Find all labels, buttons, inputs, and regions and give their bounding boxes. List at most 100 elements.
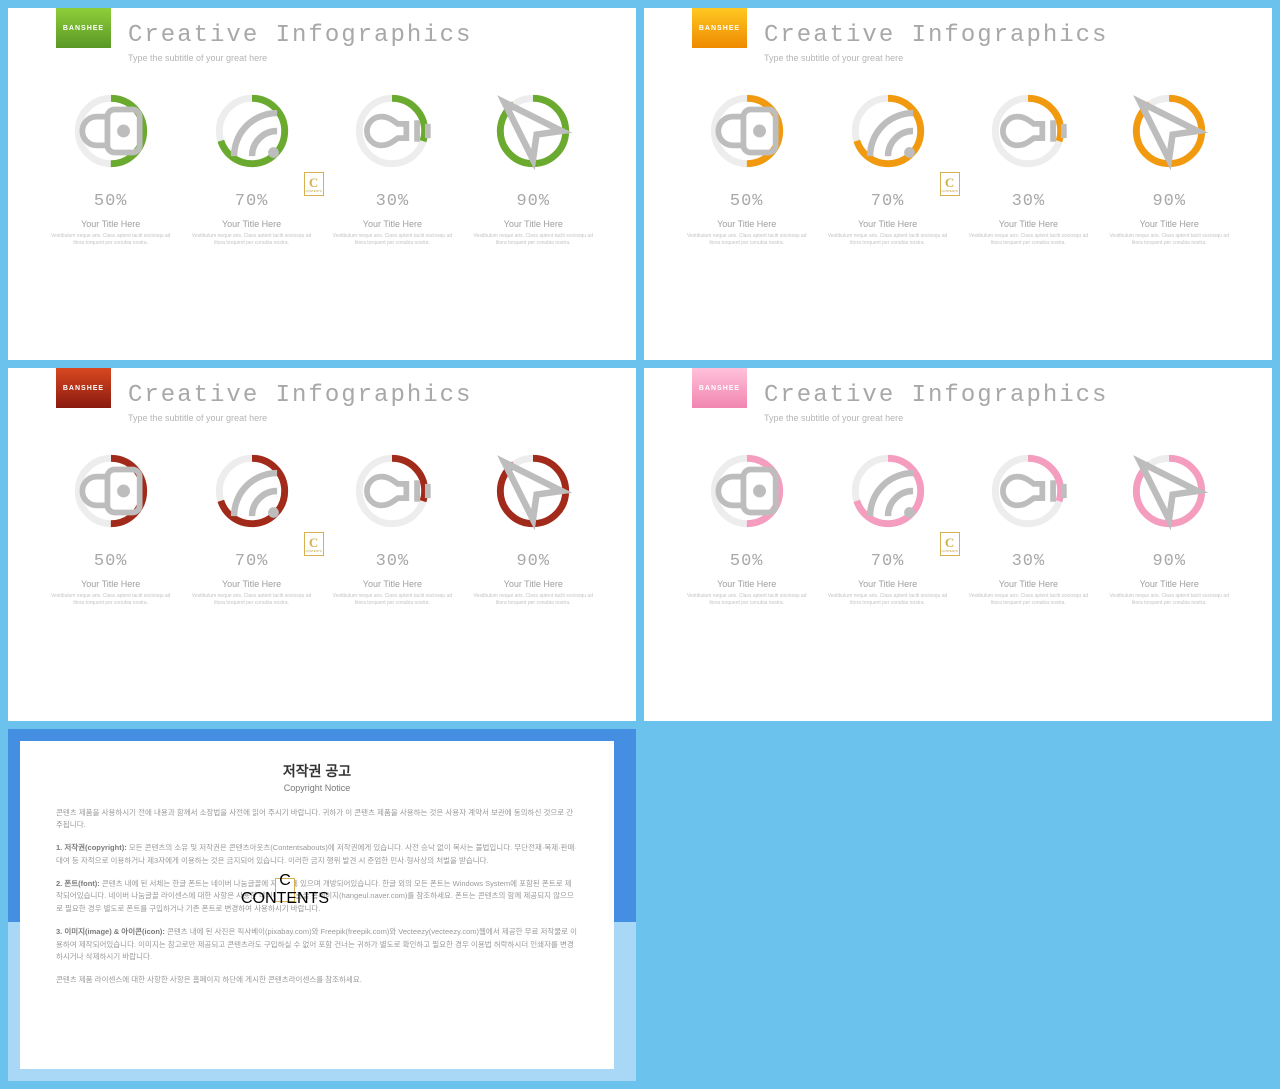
content-mark: CCONTENTS xyxy=(940,532,960,556)
lock-icon xyxy=(704,448,790,534)
slide-subtitle: Type the subtitle of your great here xyxy=(128,413,616,423)
percent-label: 50% xyxy=(94,552,128,571)
progress-ring xyxy=(704,448,790,534)
ring-item: 90% Your Title Here Vestibulum neque ari… xyxy=(467,88,600,247)
item-description: Vestibulum neque aris. Class aptent taci… xyxy=(44,593,177,607)
ring-item: 50% Your Title Here Vestibulum neque ari… xyxy=(680,448,813,607)
progress-ring xyxy=(68,88,154,174)
slide-title: Creative Infographics xyxy=(764,382,1252,409)
item-title: Your Title Here xyxy=(81,579,140,589)
percent-label: 90% xyxy=(516,552,550,571)
ring-item: 90% Your Title Here Vestibulum neque ari… xyxy=(1103,88,1236,247)
brand-badge: BANSHEE xyxy=(56,368,111,408)
infographic-slide-4: BANSHEE Creative Infographics Type the s… xyxy=(644,368,1272,720)
infographic-slide-3: BANSHEE Creative Infographics Type the s… xyxy=(8,368,636,720)
ring-item: CCONTENTS 70% Your Title Here Vestibulum… xyxy=(185,448,318,607)
item-description: Vestibulum neque aris. Class aptent taci… xyxy=(467,593,600,607)
cursor-icon xyxy=(490,448,576,534)
content-mark: CCONTENTS xyxy=(275,878,295,902)
slide-title: Creative Infographics xyxy=(128,382,616,409)
item-description: Vestibulum neque aris. Class aptent taci… xyxy=(1103,233,1236,247)
notice-paragraph: 콘텐츠 제품 라이센스에 대한 사항한 사항은 홈페이지 하단에 게시한 콘텐츠… xyxy=(56,974,578,987)
item-description: Vestibulum neque aris. Class aptent taci… xyxy=(962,233,1095,247)
ring-item: 30% Your Title Here Vestibulum neque ari… xyxy=(962,448,1095,607)
rss-icon xyxy=(209,448,295,534)
brand-badge: BANSHEE xyxy=(692,8,747,48)
item-description: Vestibulum neque aris. Class aptent taci… xyxy=(326,593,459,607)
item-description: Vestibulum neque aris. Class aptent taci… xyxy=(467,233,600,247)
percent-label: 30% xyxy=(1012,192,1046,211)
rss-icon xyxy=(845,448,931,534)
slide-title: Creative Infographics xyxy=(128,22,616,49)
item-description: Vestibulum neque aris. Class aptent taci… xyxy=(821,593,954,607)
ring-item: 90% Your Title Here Vestibulum neque ari… xyxy=(1103,448,1236,607)
percent-label: 90% xyxy=(1152,552,1186,571)
progress-ring: CCONTENTS xyxy=(209,448,295,534)
ring-item: 50% Your Title Here Vestibulum neque ari… xyxy=(44,88,177,247)
progress-ring xyxy=(1126,88,1212,174)
progress-ring xyxy=(985,448,1071,534)
item-title: Your Title Here xyxy=(81,219,140,229)
ring-item: 90% Your Title Here Vestibulum neque ari… xyxy=(467,448,600,607)
empty-cell xyxy=(644,729,1272,1081)
bulb-icon xyxy=(349,448,435,534)
notice-title: 저작권 공고 xyxy=(56,761,578,781)
progress-ring xyxy=(349,448,435,534)
item-description: Vestibulum neque aris. Class aptent taci… xyxy=(326,233,459,247)
item-description: Vestibulum neque aris. Class aptent taci… xyxy=(680,593,813,607)
bulb-icon xyxy=(985,448,1071,534)
progress-ring xyxy=(704,88,790,174)
bulb-icon xyxy=(349,88,435,174)
percent-label: 90% xyxy=(1152,192,1186,211)
ring-item: 30% Your Title Here Vestibulum neque ari… xyxy=(326,88,459,247)
item-title: Your Title Here xyxy=(222,579,281,589)
ring-item: CCONTENTS 70% Your Title Here Vestibulum… xyxy=(185,88,318,247)
cursor-icon xyxy=(490,88,576,174)
item-title: Your Title Here xyxy=(363,579,422,589)
slide-subtitle: Type the subtitle of your great here xyxy=(128,53,616,63)
progress-ring: CCONTENTS xyxy=(209,88,295,174)
ring-row: 50% Your Title Here Vestibulum neque ari… xyxy=(44,88,600,247)
infographic-slide-2: BANSHEE Creative Infographics Type the s… xyxy=(644,8,1272,360)
percent-label: 50% xyxy=(94,192,128,211)
item-description: Vestibulum neque aris. Class aptent taci… xyxy=(185,593,318,607)
item-description: Vestibulum neque aris. Class aptent taci… xyxy=(821,233,954,247)
progress-ring xyxy=(68,448,154,534)
item-title: Your Title Here xyxy=(858,219,917,229)
notice-card: 저작권 공고 Copyright Notice 콘텐츠 제품을 사용하시기 전에… xyxy=(20,741,614,1069)
progress-ring xyxy=(1126,448,1212,534)
percent-label: 70% xyxy=(871,552,905,571)
item-title: Your Title Here xyxy=(504,219,563,229)
slide-subtitle: Type the subtitle of your great here xyxy=(764,413,1252,423)
progress-ring: CCONTENTS xyxy=(845,448,931,534)
percent-label: 70% xyxy=(235,552,269,571)
content-mark: CCONTENTS xyxy=(304,172,324,196)
percent-label: 30% xyxy=(376,552,410,571)
percent-label: 90% xyxy=(516,192,550,211)
ring-row: 50% Your Title Here Vestibulum neque ari… xyxy=(44,448,600,607)
item-description: Vestibulum neque aris. Class aptent taci… xyxy=(44,233,177,247)
copyright-notice-slide: 저작권 공고 Copyright Notice 콘텐츠 제품을 사용하시기 전에… xyxy=(8,729,636,1081)
ring-item: 30% Your Title Here Vestibulum neque ari… xyxy=(326,448,459,607)
rss-icon xyxy=(209,88,295,174)
ring-item: 50% Your Title Here Vestibulum neque ari… xyxy=(44,448,177,607)
content-mark: CCONTENTS xyxy=(304,532,324,556)
progress-ring xyxy=(490,88,576,174)
progress-ring: CCONTENTS xyxy=(845,88,931,174)
item-description: Vestibulum neque aris. Class aptent taci… xyxy=(962,593,1095,607)
lock-icon xyxy=(704,88,790,174)
item-title: Your Title Here xyxy=(504,579,563,589)
notice-subtitle: Copyright Notice xyxy=(56,783,578,793)
percent-label: 30% xyxy=(376,192,410,211)
item-title: Your Title Here xyxy=(1140,219,1199,229)
item-title: Your Title Here xyxy=(363,219,422,229)
infographic-slide-1: BANSHEE Creative Infographics Type the s… xyxy=(8,8,636,360)
item-description: Vestibulum neque aris. Class aptent taci… xyxy=(185,233,318,247)
slide-subtitle: Type the subtitle of your great here xyxy=(764,53,1252,63)
lock-icon xyxy=(68,448,154,534)
item-description: Vestibulum neque aris. Class aptent taci… xyxy=(1103,593,1236,607)
notice-paragraph: 1. 저작권(copyright): 모든 콘텐츠의 소유 및 저작권은 콘텐츠… xyxy=(56,842,578,868)
item-title: Your Title Here xyxy=(999,579,1058,589)
item-title: Your Title Here xyxy=(717,219,776,229)
ring-item: 50% Your Title Here Vestibulum neque ari… xyxy=(680,88,813,247)
